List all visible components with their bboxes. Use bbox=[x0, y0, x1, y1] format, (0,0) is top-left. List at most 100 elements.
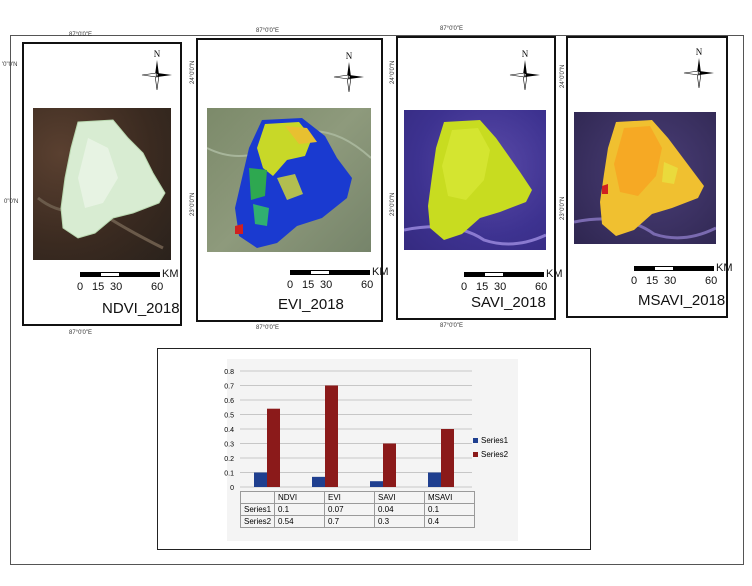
index-comparison-chart: 0 0.1 0.2 0.3 0.4 0.5 0.6 0.7 0.8 Series1 Series… bbox=[157, 348, 591, 550]
coord-left-top: 24°0'0"N bbox=[560, 64, 566, 88]
table-row: NDVI EVI SAVI MSAVI bbox=[240, 491, 475, 504]
table-header-cell: NDVI bbox=[274, 491, 325, 504]
y-tick-label: 0.1 bbox=[224, 471, 234, 478]
scale-bar: 0 15 30 60 KM bbox=[631, 262, 734, 288]
map-panel-evi: 87°0'0"E 24°0'0"N 23°0'0"N N 0 15 30 60 bbox=[190, 28, 389, 331]
table-cell: 0.54 bbox=[274, 515, 325, 528]
table-cell: 0.1 bbox=[424, 503, 475, 516]
panel-title: SAVI_2018 bbox=[471, 294, 546, 311]
table-row: Series2 0.54 0.7 0.3 0.4 bbox=[240, 515, 475, 528]
evi-map-image bbox=[207, 108, 371, 252]
scale-tick: 60 bbox=[151, 281, 164, 293]
y-tick-label: 0.7 bbox=[224, 384, 234, 391]
scale-bar: 0 15 30 60 KM bbox=[287, 266, 390, 292]
coord-left-mid: 23°0'0"N bbox=[390, 192, 396, 216]
y-tick-label: 0.6 bbox=[224, 398, 234, 405]
scale-unit: KM bbox=[372, 266, 389, 278]
table-cell: 0.1 bbox=[274, 503, 325, 516]
north-arrow-icon: N bbox=[140, 48, 174, 92]
scale-tick: 0 bbox=[461, 281, 468, 293]
bar-series1-evi bbox=[312, 476, 325, 487]
coord-top: 87°0'0"E bbox=[440, 26, 464, 32]
north-label: N bbox=[522, 49, 529, 59]
y-tick-label: 0.8 bbox=[224, 369, 234, 376]
legend-item-series1: Series1 bbox=[473, 433, 508, 447]
north-label: N bbox=[154, 49, 161, 59]
panel-title: MSAVI_2018 bbox=[638, 292, 726, 309]
panel-title: NDVI_2018 bbox=[102, 300, 180, 317]
table-cell: 0.7 bbox=[324, 515, 375, 528]
table-row-label: Series1 bbox=[240, 503, 275, 516]
coord-left-mid: 23°0'0"N bbox=[190, 192, 196, 216]
bar-series2-evi bbox=[325, 385, 338, 487]
coord-left-mid: 0"0'N bbox=[4, 199, 19, 205]
scale-tick: 60 bbox=[705, 275, 718, 287]
coord-bottom: 87°0'0"E bbox=[256, 325, 280, 331]
legend-item-series2: Series2 bbox=[473, 447, 508, 461]
bar-series1-ndvi bbox=[254, 472, 267, 487]
legend-swatch bbox=[473, 437, 478, 443]
table-cell: 0.4 bbox=[424, 515, 475, 528]
scale-tick: 30 bbox=[494, 281, 507, 293]
map-panel-msavi: 24°0'0"N 23°0'0"N N 0 15 30 60 KM MSAVI_… bbox=[560, 36, 733, 318]
ndvi-map-image bbox=[33, 108, 171, 260]
scale-tick: 30 bbox=[110, 281, 123, 293]
table-row: Series1 0.1 0.07 0.04 0.1 bbox=[240, 503, 475, 516]
bar-series2-ndvi bbox=[267, 408, 280, 487]
bar-series2-savi bbox=[383, 443, 396, 487]
scale-unit: KM bbox=[546, 268, 563, 280]
bar-chart-svg: 0 0.1 0.2 0.3 0.4 0.5 0.6 0.7 0.8 bbox=[224, 369, 472, 492]
table-cell bbox=[240, 491, 275, 504]
savi-map-image bbox=[404, 110, 546, 250]
table-cell: 0.3 bbox=[374, 515, 425, 528]
scale-tick: 60 bbox=[361, 279, 374, 291]
coord-top: 87°0'0"E bbox=[69, 32, 93, 38]
coord-left-mid: 23°0'0"N bbox=[560, 196, 566, 220]
scale-tick: 15 bbox=[92, 281, 105, 293]
scale-tick: 15 bbox=[476, 281, 489, 293]
coord-left-top: 24°0'0"N bbox=[390, 60, 396, 84]
scale-bar: 0 15 30 60 KM bbox=[77, 268, 180, 294]
north-label: N bbox=[346, 51, 353, 61]
scale-tick: 60 bbox=[535, 281, 548, 293]
coord-left-top: 24°0'0"N bbox=[190, 60, 196, 84]
scale-tick: 0 bbox=[287, 279, 294, 291]
y-tick-label: 0.5 bbox=[224, 413, 234, 420]
north-arrow-icon: N bbox=[682, 46, 716, 90]
y-tick-label: 0.4 bbox=[224, 427, 234, 434]
bar-series1-msavi bbox=[428, 472, 441, 487]
table-header-cell: MSAVI bbox=[424, 491, 475, 504]
north-label: N bbox=[696, 47, 703, 57]
coord-top: 87°0'0"E bbox=[256, 28, 280, 34]
table-cell: 0.04 bbox=[374, 503, 425, 516]
scale-unit: KM bbox=[716, 262, 733, 274]
table-header-cell: SAVI bbox=[374, 491, 425, 504]
coord-left-top: '0"0'N bbox=[2, 62, 18, 68]
msavi-map-image bbox=[574, 112, 716, 244]
scale-tick: 30 bbox=[320, 279, 333, 291]
y-tick-label: 0 bbox=[230, 485, 234, 492]
map-panel-savi: 87°0'0"E 24°0'0"N 23°0'0"N N 0 15 30 60 … bbox=[390, 26, 563, 329]
scale-bar: 0 15 30 60 KM bbox=[461, 268, 564, 294]
coord-bottom: 87°0'0"E bbox=[440, 323, 464, 329]
scale-tick: 0 bbox=[631, 275, 638, 287]
table-cell: 0.07 bbox=[324, 503, 375, 516]
scale-tick: 15 bbox=[646, 275, 659, 287]
north-arrow-icon: N bbox=[332, 50, 366, 94]
bar-series2-msavi bbox=[441, 429, 454, 487]
coord-bottom: 87°0'0"E bbox=[69, 330, 93, 336]
legend-label: Series2 bbox=[481, 449, 509, 459]
map-panel-ndvi: 87°0'0"E N 0 15 30 60 KM NDVI_2018 87°0'… bbox=[2, 32, 182, 336]
y-tick-label: 0.2 bbox=[224, 456, 234, 463]
legend-swatch bbox=[473, 451, 478, 457]
table-header-cell: EVI bbox=[324, 491, 375, 504]
scale-tick: 0 bbox=[77, 281, 84, 293]
y-tick-label: 0.3 bbox=[224, 442, 234, 449]
scale-unit: KM bbox=[162, 268, 179, 280]
north-arrow-icon: N bbox=[508, 48, 542, 92]
bar-series1-savi bbox=[370, 481, 383, 487]
layout-frame bbox=[10, 35, 744, 565]
panel-title: EVI_2018 bbox=[278, 296, 344, 313]
table-row-label: Series2 bbox=[240, 515, 275, 528]
scale-tick: 15 bbox=[302, 279, 315, 291]
